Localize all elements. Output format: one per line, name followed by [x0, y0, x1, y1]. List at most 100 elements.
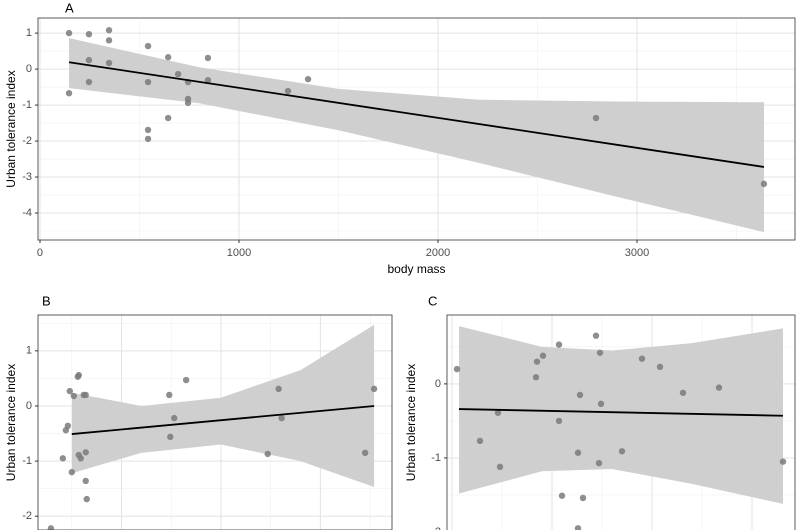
y-tick-label: 0	[26, 400, 32, 412]
point	[82, 391, 89, 399]
panel-label: A	[65, 0, 74, 15]
y-axis-label: Urban tolerance index	[4, 70, 18, 187]
x-tick-label: 0	[37, 247, 43, 259]
y-tick-label: 0	[26, 63, 32, 75]
point	[453, 365, 461, 373]
point	[171, 414, 178, 422]
point	[284, 87, 292, 95]
point	[68, 468, 76, 476]
point	[595, 459, 603, 467]
point	[618, 448, 626, 455]
point	[278, 414, 285, 422]
point	[532, 374, 540, 381]
point	[64, 422, 72, 430]
point	[476, 437, 484, 445]
point	[496, 463, 504, 471]
point	[370, 385, 378, 393]
y-axis-label: Urban tolerance index	[404, 364, 418, 481]
point	[77, 455, 84, 462]
point	[144, 126, 152, 134]
fit-line	[71, 405, 375, 435]
point	[85, 56, 93, 64]
y-tick-label: -4	[22, 207, 32, 219]
point	[105, 59, 113, 67]
y-tick-label: 0	[435, 378, 441, 390]
point	[555, 341, 563, 348]
point	[164, 54, 172, 61]
point	[779, 458, 787, 465]
point	[105, 37, 113, 44]
point	[182, 376, 190, 384]
point	[361, 449, 369, 457]
point	[264, 450, 271, 458]
panel	[38, 18, 795, 240]
point	[596, 349, 604, 356]
point	[597, 400, 605, 408]
point	[576, 391, 584, 399]
point	[656, 363, 664, 371]
point	[592, 332, 600, 339]
fit-line	[68, 61, 765, 168]
point	[144, 135, 152, 143]
point	[638, 355, 646, 362]
point	[144, 78, 152, 86]
point	[574, 525, 582, 530]
y-tick-label: -1	[431, 452, 441, 464]
point	[65, 89, 73, 97]
point	[204, 77, 212, 84]
x-tick-label: 3000	[625, 247, 649, 259]
point	[144, 42, 152, 50]
point	[204, 54, 212, 62]
panel	[447, 315, 795, 530]
point	[558, 492, 566, 499]
point	[494, 409, 502, 416]
confidence-band	[71, 324, 375, 487]
y-tick-label: 1	[26, 27, 32, 39]
point	[83, 495, 90, 503]
point	[166, 391, 173, 399]
y-tick-label: -2	[431, 526, 441, 530]
y-tick-label: -2	[22, 510, 32, 522]
panel-label: B	[42, 293, 51, 308]
point	[533, 358, 541, 365]
point	[105, 27, 113, 34]
point	[760, 180, 768, 188]
point	[82, 477, 89, 485]
point	[579, 494, 587, 502]
point	[167, 433, 174, 441]
point	[66, 387, 74, 395]
point	[47, 525, 55, 530]
point	[85, 30, 93, 38]
panel-border	[37, 314, 393, 530]
point	[184, 99, 192, 107]
panel-border	[37, 17, 796, 241]
y-tick-label: -3	[22, 171, 32, 183]
point	[275, 385, 282, 393]
point	[555, 417, 563, 425]
y-tick-label: -1	[22, 99, 32, 111]
point	[82, 449, 89, 456]
point	[592, 114, 600, 122]
x-tick-label: 1000	[227, 247, 251, 259]
panel	[38, 315, 392, 530]
panel-label: C	[428, 293, 437, 308]
y-tick-label: -2	[22, 135, 32, 147]
point	[65, 29, 73, 37]
point	[574, 449, 582, 456]
point	[304, 75, 312, 83]
point	[59, 455, 67, 462]
fit-line	[458, 408, 784, 417]
point	[679, 389, 687, 396]
y-tick-label: 1	[26, 345, 32, 357]
x-tick-label: 2000	[426, 247, 450, 259]
confidence-band	[459, 326, 783, 504]
point	[539, 352, 547, 359]
y-tick-label: -1	[22, 455, 32, 467]
point	[164, 114, 172, 122]
point	[715, 384, 723, 391]
point	[174, 70, 182, 78]
point	[75, 371, 82, 379]
point	[70, 392, 77, 400]
x-axis-label: body mass	[387, 262, 445, 276]
